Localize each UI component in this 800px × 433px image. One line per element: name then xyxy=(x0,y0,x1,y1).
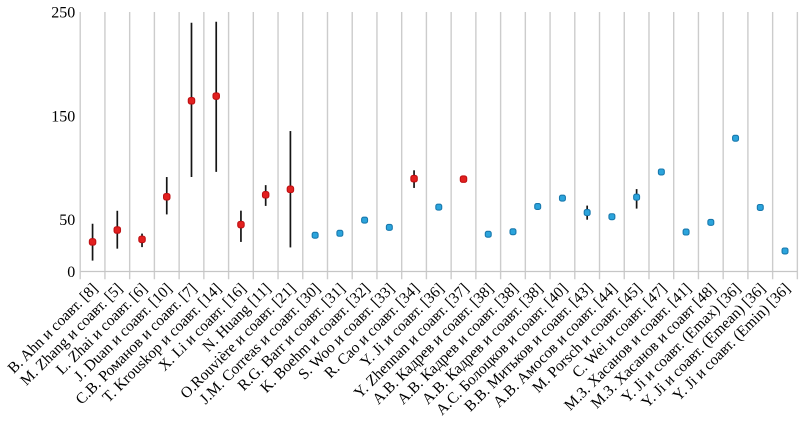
svg-text:50: 50 xyxy=(59,212,75,229)
svg-text:150: 150 xyxy=(51,108,75,125)
svg-text:250: 250 xyxy=(51,5,75,22)
svg-text:0: 0 xyxy=(67,264,75,281)
